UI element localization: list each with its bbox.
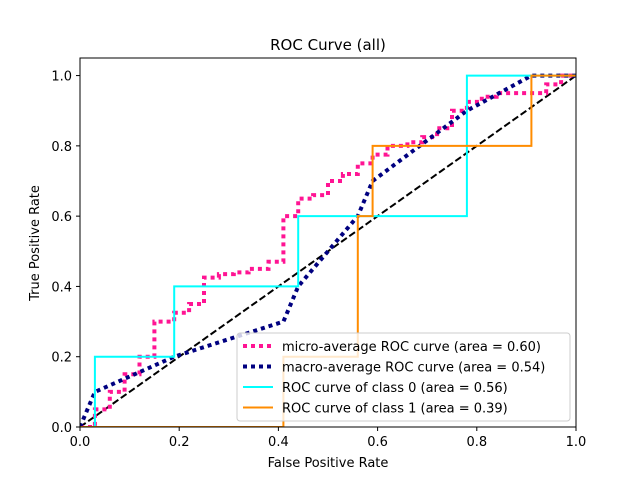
series-line-0 bbox=[80, 73, 576, 427]
y-tick-label: 0.0 bbox=[51, 421, 72, 436]
x-tick-label: 0.2 bbox=[169, 435, 190, 450]
y-tick-label: 0.4 bbox=[51, 280, 72, 295]
y-tick-label: 1.0 bbox=[51, 70, 72, 85]
legend-label: ROC curve of class 1 (area = 0.39) bbox=[282, 402, 508, 417]
legend-box bbox=[236, 332, 571, 422]
y-axis: 0.0 0.2 0.4 0.6 0.8 1.0 bbox=[51, 70, 80, 436]
x-tick-label: 0.8 bbox=[466, 435, 487, 450]
x-axis: 0.0 0.2 0.4 0.6 0.8 1.0 bbox=[70, 427, 587, 450]
y-tick-label: 0.6 bbox=[51, 210, 72, 225]
x-tick-label: 0.4 bbox=[268, 435, 289, 450]
x-tick-label: 0.0 bbox=[70, 435, 91, 450]
x-tick-label: 1.0 bbox=[566, 435, 587, 450]
legend-label: ROC curve of class 0 (area = 0.56) bbox=[282, 381, 508, 396]
legend-label: micro-average ROC curve (area = 0.60) bbox=[282, 340, 541, 355]
plot-area bbox=[79, 57, 577, 428]
legend-label: macro-average ROC curve (area = 0.54) bbox=[282, 361, 545, 376]
legend: micro-average ROC curve (area = 0.60) mac… bbox=[236, 332, 571, 422]
series-line-1 bbox=[80, 73, 576, 427]
y-axis-label: True Positive Rate bbox=[28, 185, 43, 302]
plot-frame bbox=[79, 57, 577, 428]
y-tick-label: 0.2 bbox=[51, 351, 72, 366]
x-axis-label: False Positive Rate bbox=[268, 456, 389, 471]
chart-title: ROC Curve (all) bbox=[270, 36, 386, 54]
y-tick-label: 0.8 bbox=[51, 140, 72, 155]
x-tick-label: 0.6 bbox=[367, 435, 388, 450]
